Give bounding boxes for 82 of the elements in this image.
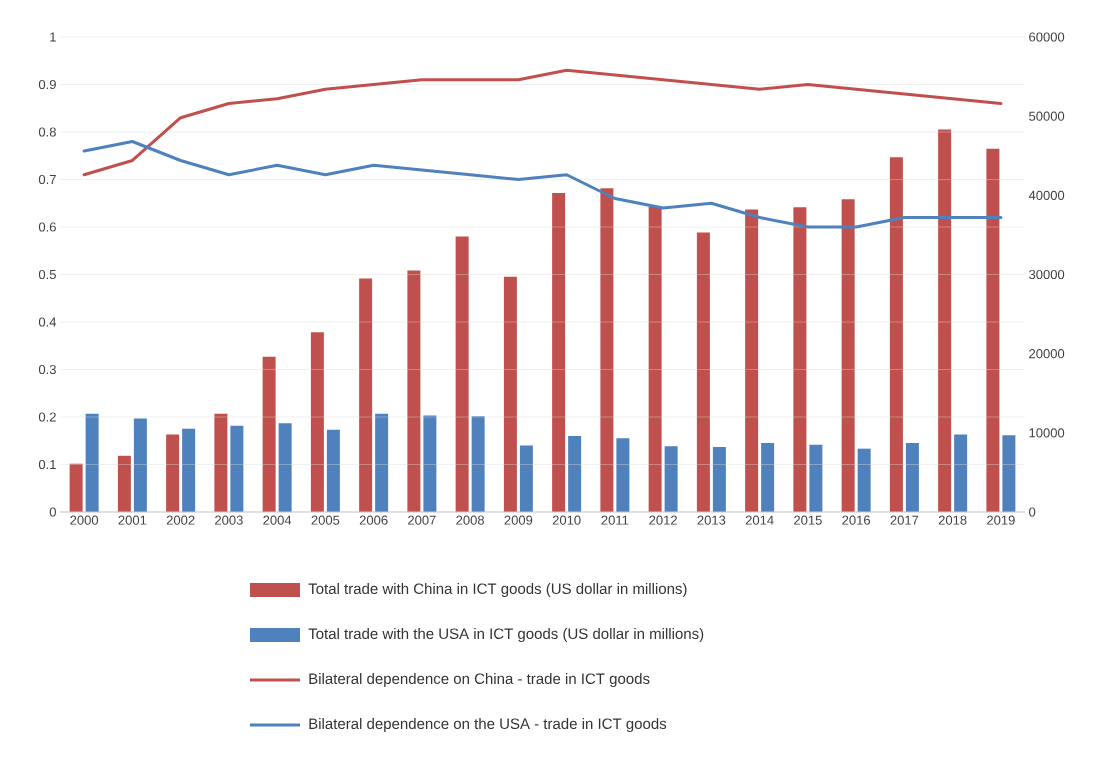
x-tick-label: 2014 — [745, 515, 774, 525]
y-tick-label: 0.7 — [38, 174, 56, 185]
bar — [455, 236, 469, 512]
bar — [278, 423, 292, 512]
bar — [519, 445, 533, 512]
bar — [503, 276, 517, 512]
bar — [793, 207, 807, 512]
x-tick-label: 2019 — [987, 515, 1015, 525]
legend-label: Bilateral dependence on China - trade in ICT goods — [309, 673, 650, 687]
x-tick-label: 2016 — [842, 515, 871, 525]
y-tick-label: 0.1 — [38, 459, 56, 470]
x-tick-label: 2018 — [938, 515, 967, 525]
x-tick-label: 2000 — [70, 515, 99, 525]
y2-tick-label: 10000 — [1029, 428, 1065, 438]
bar — [954, 434, 968, 512]
y2-tick-label: 30000 — [1029, 269, 1065, 280]
bar — [600, 188, 614, 512]
x-tick-label: 2007 — [408, 515, 436, 525]
x-tick-label: 2008 — [456, 515, 485, 525]
bar — [85, 413, 99, 512]
bar — [552, 192, 566, 512]
x-tick-label: 2009 — [504, 515, 533, 525]
x-tick-label: 2017 — [890, 515, 919, 525]
bar — [471, 416, 485, 512]
bar — [423, 415, 437, 512]
bar — [230, 425, 244, 512]
bar — [117, 455, 131, 512]
bar — [841, 199, 855, 512]
bar — [359, 278, 373, 512]
x-tick-label: 2011 — [601, 515, 629, 525]
bar — [664, 446, 678, 512]
bar — [262, 356, 276, 512]
bar — [133, 418, 147, 512]
bar — [69, 463, 83, 512]
y-tick-label: 1 — [50, 32, 56, 42]
bar — [166, 434, 180, 512]
bar — [905, 443, 919, 512]
x-tick-label: 2005 — [311, 515, 340, 525]
x-tick-label: 2010 — [552, 515, 581, 525]
x-tick-label: 2013 — [697, 515, 726, 525]
bar — [712, 447, 726, 512]
bar — [648, 206, 662, 512]
bar — [326, 429, 340, 512]
legend-label: Total trade with the USA in ICT goods (US dollar in millions) — [308, 628, 704, 642]
legend-label: Bilateral dependence on the USA - trade in ICT goods — [309, 718, 667, 732]
x-tick-label: 2003 — [215, 515, 243, 525]
x-tick-label: 2012 — [649, 515, 677, 525]
legend-label: Total trade with China in ICT goods (US dollar in millions) — [308, 583, 687, 597]
y2-tick-label: 50000 — [1029, 111, 1065, 121]
y2-tick-label: 0 — [1029, 507, 1036, 517]
x-tick-label: 2006 — [359, 515, 388, 525]
bar — [616, 438, 630, 512]
y2-tick-label: 20000 — [1029, 349, 1065, 359]
y2-tick-label: 60000 — [1029, 32, 1065, 42]
bar — [214, 413, 228, 512]
bar — [809, 444, 823, 512]
y2-tick-label: 40000 — [1028, 190, 1065, 200]
y-tick-label: 0.8 — [38, 127, 56, 137]
bar — [938, 129, 952, 512]
bar — [986, 148, 1000, 512]
bar — [889, 157, 903, 512]
bar — [407, 270, 421, 512]
y-tick-label: 0.5 — [38, 269, 56, 280]
bar — [375, 413, 389, 512]
bar — [761, 443, 775, 512]
y-tick-label: 0.3 — [38, 364, 56, 375]
x-tick-label: 2001 — [118, 515, 147, 525]
bar — [1002, 435, 1016, 512]
bar — [182, 428, 196, 512]
y-tick-label: 0.2 — [38, 412, 56, 422]
bar — [857, 448, 871, 512]
y-tick-label: 0.4 — [38, 317, 57, 327]
y-tick-label: 0 — [49, 507, 56, 517]
x-tick-label: 2015 — [794, 515, 822, 525]
bar — [310, 332, 324, 512]
bar — [568, 436, 582, 512]
bar — [745, 209, 759, 512]
y-tick-label: 0.9 — [38, 79, 56, 90]
x-tick-label: 2002 — [166, 515, 195, 525]
y-tick-label: 0.6 — [38, 222, 56, 232]
x-tick-label: 2004 — [263, 515, 292, 525]
bar — [696, 232, 710, 512]
